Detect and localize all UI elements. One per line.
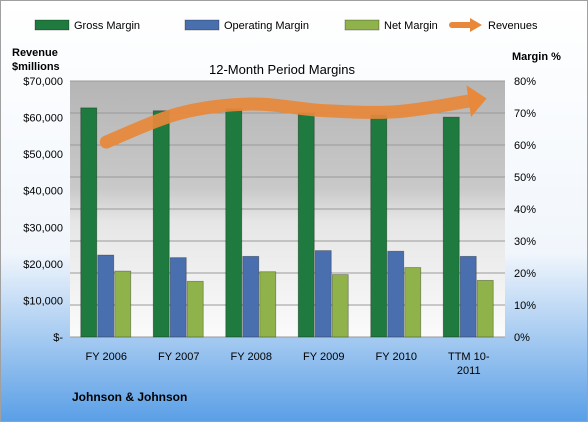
x-axis-tick-label: FY 2008 <box>231 351 272 363</box>
net-margin-bar <box>476 279 494 338</box>
legend-label: Revenues <box>488 20 538 32</box>
right-axis-tick-label: 10% <box>514 300 536 312</box>
net-margin-bar <box>114 270 132 338</box>
operating-margin-bar <box>387 250 405 338</box>
right-axis-tick-label: 50% <box>514 172 536 184</box>
legend-label: Net Margin <box>384 20 438 32</box>
gross-margin-bar <box>80 107 98 338</box>
revenue-trend-line <box>99 94 476 149</box>
legend-label: Gross Margin <box>74 20 140 32</box>
legend-gross-margin-swatch <box>34 19 70 31</box>
left-axis-tick-label: $70,000 <box>23 76 63 88</box>
right-axis-tick-label: 80% <box>514 76 536 88</box>
right-axis-tick-label: 40% <box>514 204 536 216</box>
gross-margin-bar <box>442 116 460 338</box>
left-axis-tick-label: $60,000 <box>23 113 63 125</box>
gross-margin-bar <box>225 108 243 338</box>
right-axis-tick-label: 60% <box>514 140 536 152</box>
right-axis-tick-label: 70% <box>514 108 536 120</box>
gross-margin-bar <box>152 110 170 338</box>
x-axis-tick-label: FY 2006 <box>86 351 127 363</box>
left-axis-label-line1: Revenue <box>12 47 58 59</box>
x-axis-tick-label: FY 2009 <box>303 351 344 363</box>
right-axis-tick-label: 20% <box>514 268 536 280</box>
operating-margin-bar <box>242 255 260 338</box>
x-axis-tick-label: FY 2010 <box>376 351 417 363</box>
legend-label: Operating Margin <box>224 20 309 32</box>
left-axis-tick-label: $30,000 <box>23 222 63 234</box>
net-margin-bar <box>404 267 422 338</box>
legend-net-margin-swatch <box>344 19 380 31</box>
chart-title: 12-Month Period Margins <box>209 62 355 77</box>
left-axis-label-line2: $millions <box>12 61 60 73</box>
left-axis-tick-label: $40,000 <box>23 186 63 198</box>
gridlines <box>70 80 505 338</box>
net-margin-bar <box>186 280 204 338</box>
revenue-trend <box>99 85 487 149</box>
axes: $- $10,000 $20,000 $30,000 $40,000 $50,000 $60… <box>23 76 536 377</box>
left-axis-tick-label: $50,000 <box>23 149 63 161</box>
bars <box>80 107 494 338</box>
legend-revenues-arrowhead <box>470 18 482 32</box>
legend: Gross Margin Operating Margin Net Margin Re… <box>34 18 538 32</box>
x-axis-tick-label: FY 2007 <box>158 351 199 363</box>
right-axis-label: Margin % <box>512 51 561 63</box>
right-axis-tick-label: 0% <box>514 332 530 344</box>
x-axis-tick-label: TTM 10-2011 <box>448 351 490 377</box>
gross-margin-bar <box>297 112 315 338</box>
operating-margin-bar <box>314 250 332 338</box>
gross-margin-bar <box>370 114 388 338</box>
operating-margin-bar <box>459 255 477 338</box>
net-margin-bar <box>331 274 349 338</box>
left-axis-tick-label: $20,000 <box>23 259 63 271</box>
company-name: Johnson & Johnson <box>72 390 187 404</box>
operating-margin-bar <box>169 257 187 338</box>
net-margin-bar <box>259 271 277 338</box>
operating-margin-bar <box>97 254 115 338</box>
legend-operating-margin-swatch <box>184 19 220 31</box>
revenue-trend-arrowhead <box>466 85 487 117</box>
left-axis-tick-label: $10,000 <box>23 295 63 307</box>
right-axis-tick-label: 30% <box>514 236 536 248</box>
left-axis-tick-label: $- <box>53 332 63 344</box>
